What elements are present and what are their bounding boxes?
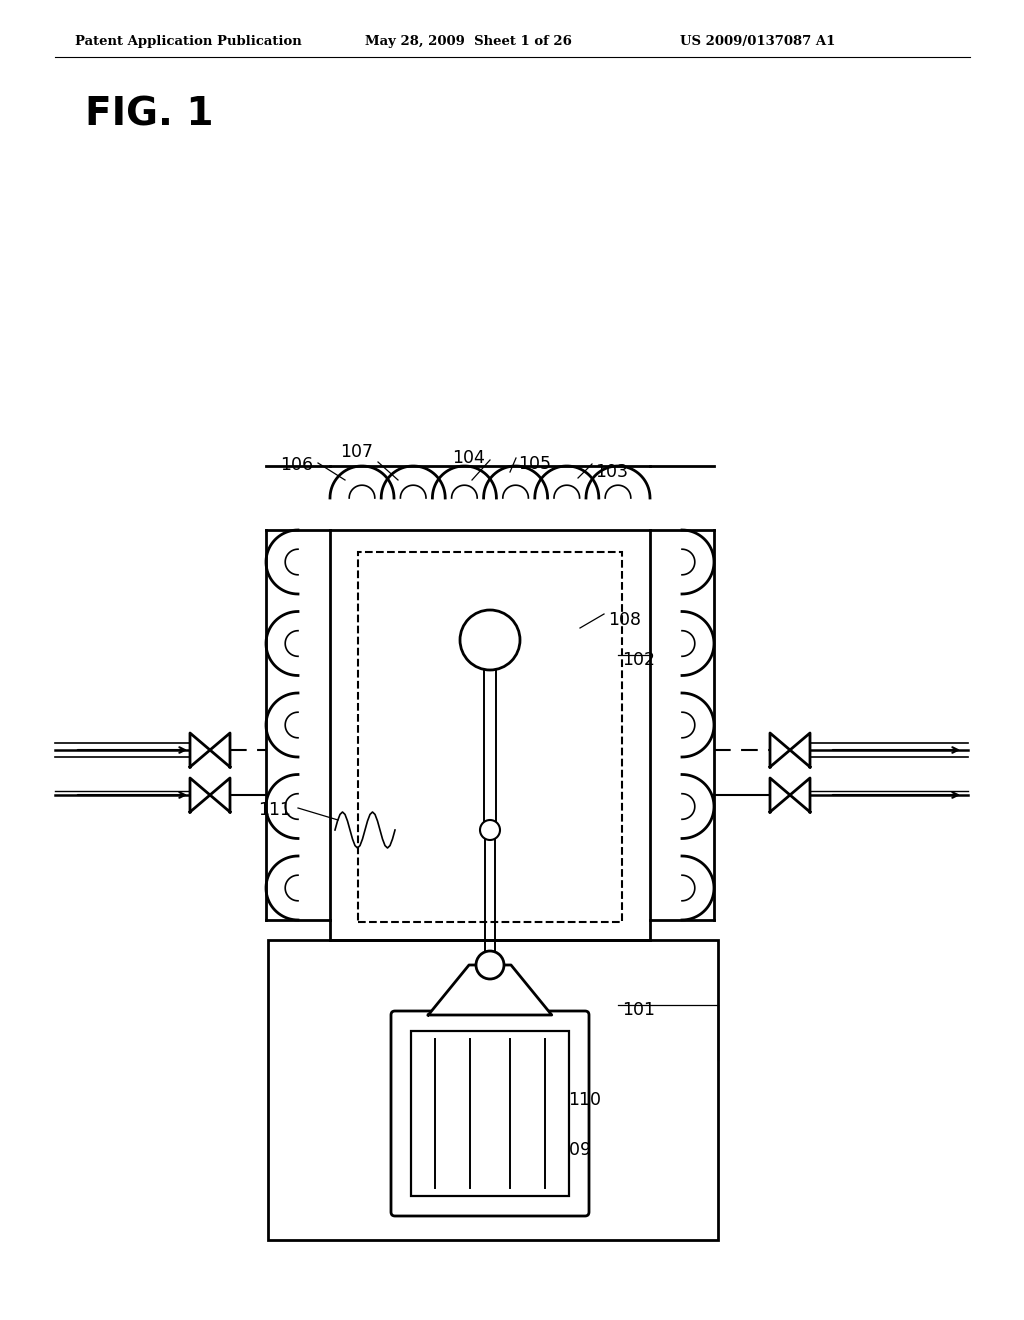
- Circle shape: [460, 610, 520, 671]
- Text: 105: 105: [518, 455, 551, 473]
- Polygon shape: [210, 733, 230, 767]
- Text: 109: 109: [558, 1140, 591, 1159]
- Circle shape: [476, 950, 504, 979]
- Text: US 2009/0137087 A1: US 2009/0137087 A1: [680, 36, 836, 48]
- Circle shape: [480, 820, 500, 840]
- Text: 107: 107: [340, 444, 373, 461]
- Polygon shape: [790, 777, 810, 812]
- FancyBboxPatch shape: [391, 1011, 589, 1216]
- Bar: [411, 1031, 569, 1196]
- Bar: [268, 940, 718, 1239]
- Polygon shape: [790, 733, 810, 767]
- Text: 102: 102: [622, 651, 655, 669]
- Polygon shape: [190, 777, 210, 812]
- Text: 101: 101: [622, 1001, 655, 1019]
- Polygon shape: [770, 733, 790, 767]
- Bar: [358, 552, 622, 921]
- Text: 111: 111: [258, 801, 291, 818]
- Polygon shape: [428, 965, 552, 1015]
- Polygon shape: [770, 777, 790, 812]
- Text: FIG. 1: FIG. 1: [85, 95, 213, 133]
- Text: 104: 104: [452, 449, 485, 467]
- Polygon shape: [190, 733, 210, 767]
- Polygon shape: [210, 777, 230, 812]
- Text: 108: 108: [608, 611, 641, 630]
- Text: 103: 103: [595, 463, 628, 480]
- Text: May 28, 2009  Sheet 1 of 26: May 28, 2009 Sheet 1 of 26: [365, 36, 571, 48]
- Text: 110: 110: [568, 1092, 601, 1109]
- Text: Patent Application Publication: Patent Application Publication: [75, 36, 302, 48]
- Text: 106: 106: [280, 455, 313, 474]
